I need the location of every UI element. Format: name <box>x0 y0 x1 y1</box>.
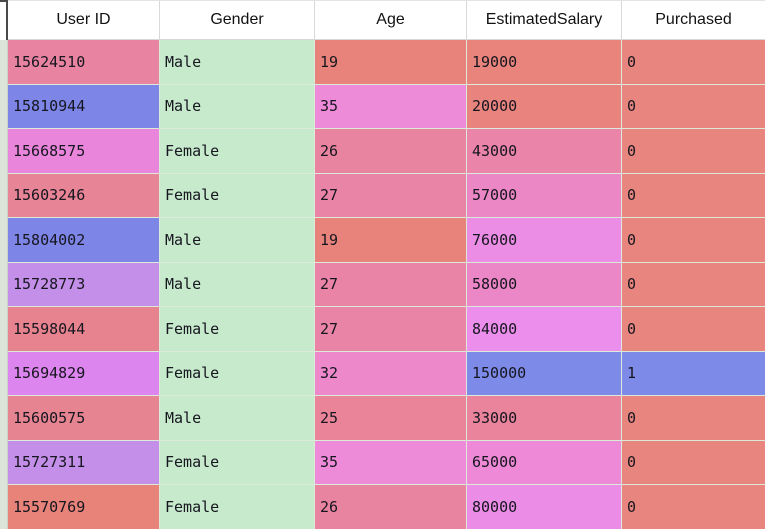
table-cell[interactable]: 27 <box>315 307 467 352</box>
table-cell[interactable]: Female <box>160 307 315 352</box>
table-cell[interactable]: 33000 <box>467 396 622 441</box>
table-cell[interactable]: 0 <box>622 485 765 529</box>
table-cell[interactable]: 84000 <box>467 307 622 352</box>
table-cell[interactable]: Female <box>160 440 315 485</box>
table-row: 15804002 Male 19 76000 0 <box>8 218 765 263</box>
column-header-age[interactable]: Age <box>315 1 467 39</box>
gutter-corner <box>0 0 8 40</box>
table-cell[interactable]: 15668575 <box>8 129 160 174</box>
table-row: 15570769 Female 26 80000 0 <box>8 485 765 529</box>
table-cell[interactable]: 0 <box>622 262 765 307</box>
left-gutter <box>0 0 8 529</box>
table-cell[interactable]: 0 <box>622 218 765 263</box>
column-header-purchased[interactable]: Purchased <box>655 11 732 28</box>
table-body: 15624510 Male 19 19000 0 15810944 Male 35 20000 0… <box>8 40 765 529</box>
table-cell[interactable]: 0 <box>622 84 765 129</box>
table-row: 15694829 Female 32 150000 1 <box>8 351 765 396</box>
table-row: 15728773 Male 27 58000 0 <box>8 262 765 307</box>
table-header-row: User ID Gender Age EstimatedSalary Purchased <box>8 0 765 40</box>
table-cell[interactable]: Male <box>160 218 315 263</box>
table-cell[interactable]: Male <box>160 40 315 85</box>
table-cell[interactable]: Female <box>160 129 315 174</box>
table-cell[interactable]: 15570769 <box>8 485 160 529</box>
table-cell[interactable]: 15810944 <box>8 84 160 129</box>
table-cell[interactable]: 76000 <box>467 218 622 263</box>
table-cell[interactable]: 15694829 <box>8 351 160 396</box>
table-cell[interactable]: 15728773 <box>8 262 160 307</box>
table-cell[interactable]: 15598044 <box>8 307 160 352</box>
table-cell[interactable]: Male <box>160 262 315 307</box>
table-cell[interactable]: Female <box>160 351 315 396</box>
table-row: 15668575 Female 26 43000 0 <box>8 129 765 174</box>
table-row: 15600575 Male 25 33000 0 <box>8 396 765 441</box>
table-cell[interactable]: 58000 <box>467 262 622 307</box>
table-cell[interactable]: Female <box>160 173 315 218</box>
table-row: 15603246 Female 27 57000 0 <box>8 173 765 218</box>
table-cell[interactable]: 0 <box>622 40 765 85</box>
gutter-strip <box>0 40 8 529</box>
table-cell[interactable]: 0 <box>622 307 765 352</box>
table-cell[interactable]: 27 <box>315 173 467 218</box>
table-cell[interactable]: Female <box>160 485 315 529</box>
table-cell[interactable]: 20000 <box>467 84 622 129</box>
table-row: 15727311 Female 35 65000 0 <box>8 440 765 485</box>
table-cell[interactable]: 35 <box>315 84 467 129</box>
table-cell[interactable]: 26 <box>315 129 467 174</box>
table-cell[interactable]: 19 <box>315 40 467 85</box>
table-cell[interactable]: 35 <box>315 440 467 485</box>
table-cell[interactable]: 0 <box>622 440 765 485</box>
table-cell[interactable]: Male <box>160 84 315 129</box>
table-cell[interactable]: 65000 <box>467 440 622 485</box>
table-cell[interactable]: 0 <box>622 129 765 174</box>
data-table: User ID Gender Age EstimatedSalary Purchased… <box>8 0 765 529</box>
table-cell[interactable]: 15727311 <box>8 440 160 485</box>
table-row: 15598044 Female 27 84000 0 <box>8 307 765 352</box>
table-cell[interactable]: 43000 <box>467 129 622 174</box>
column-header-gender[interactable]: Gender <box>160 1 315 39</box>
table-cell[interactable]: 26 <box>315 485 467 529</box>
table-cell[interactable]: 15804002 <box>8 218 160 263</box>
column-header-user-id[interactable]: User ID <box>8 1 160 39</box>
table-cell[interactable]: 15624510 <box>8 40 160 85</box>
table-cell[interactable]: 15603246 <box>8 173 160 218</box>
table-cell[interactable]: 150000 <box>467 351 622 396</box>
table-cell[interactable]: 0 <box>622 173 765 218</box>
table-cell[interactable]: 19000 <box>467 40 622 85</box>
table-cell[interactable]: 0 <box>622 396 765 441</box>
table-cell[interactable]: 27 <box>315 262 467 307</box>
column-header-estimatedsalary[interactable]: EstimatedSalary <box>467 1 622 39</box>
table-cell[interactable]: 15600575 <box>8 396 160 441</box>
table-cell[interactable]: 1 <box>622 351 765 396</box>
table-cell[interactable]: 25 <box>315 396 467 441</box>
table-row: 15624510 Male 19 19000 0 <box>8 40 765 85</box>
table-cell[interactable]: 32 <box>315 351 467 396</box>
table-cell[interactable]: 80000 <box>467 485 622 529</box>
table-cell[interactable]: 19 <box>315 218 467 263</box>
table-cell[interactable]: Male <box>160 396 315 441</box>
table-cell[interactable]: 57000 <box>467 173 622 218</box>
table-row: 15810944 Male 35 20000 0 <box>8 84 765 129</box>
